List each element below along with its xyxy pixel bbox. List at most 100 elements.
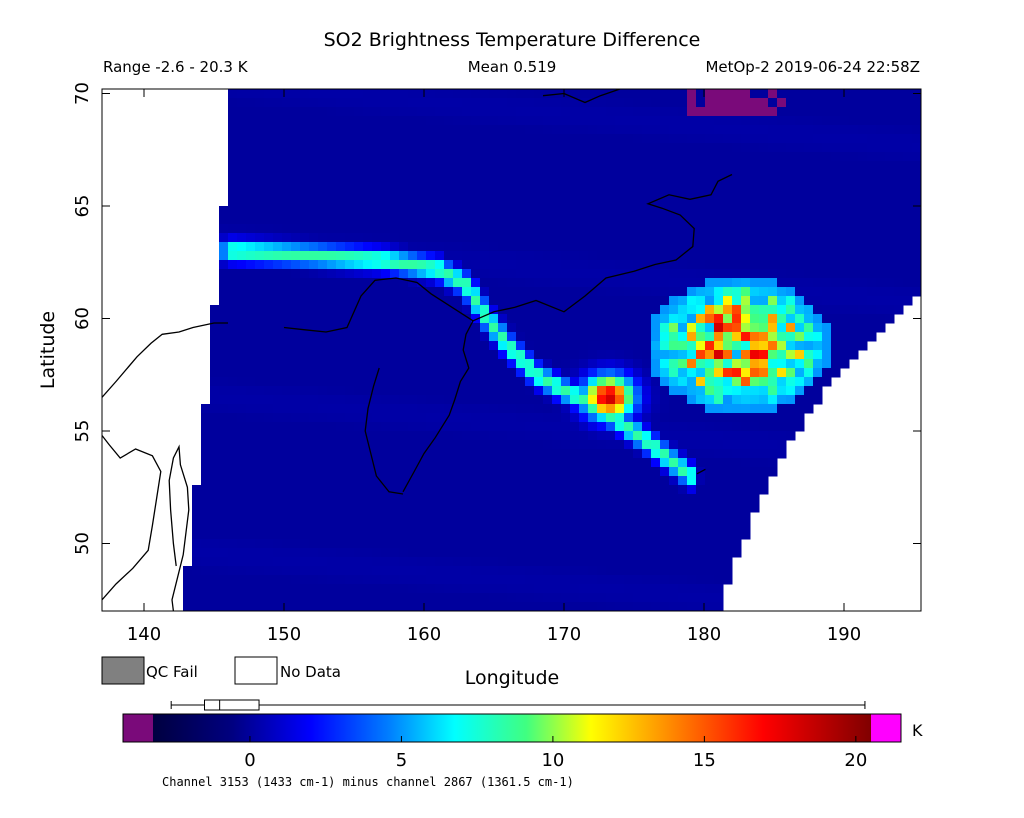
heatmap-cell — [894, 242, 904, 252]
heatmap-cell — [336, 404, 346, 414]
heatmap-cell — [642, 413, 652, 423]
heatmap-cell — [804, 350, 814, 360]
heatmap-cell — [741, 440, 751, 450]
heatmap-cell — [390, 323, 400, 333]
heatmap-cell — [354, 242, 364, 252]
heatmap-cell — [723, 476, 733, 486]
heatmap-cell — [651, 143, 661, 153]
heatmap-cell — [264, 260, 274, 270]
heatmap-cell — [903, 89, 913, 99]
heatmap-cell — [417, 125, 427, 135]
heatmap-cell — [687, 512, 697, 522]
heatmap-cell — [786, 413, 796, 423]
heatmap-cell — [840, 242, 850, 252]
heatmap-cell — [660, 377, 670, 387]
heatmap-cell — [786, 368, 796, 378]
heatmap-cell — [570, 152, 580, 162]
heatmap-cell — [822, 287, 832, 297]
heatmap-cell — [741, 287, 751, 297]
heatmap-cell — [201, 494, 211, 504]
heatmap-cell — [642, 323, 652, 333]
heatmap-cell — [831, 143, 841, 153]
heatmap-cell — [705, 359, 715, 369]
heatmap-cell — [705, 557, 715, 567]
heatmap-cell — [651, 107, 661, 117]
heatmap-cell — [867, 116, 877, 126]
heatmap-cell — [642, 449, 652, 459]
heatmap-cell — [831, 278, 841, 288]
heatmap-cell — [354, 188, 364, 198]
heatmap-cell — [525, 107, 535, 117]
heatmap-cell — [345, 458, 355, 468]
heatmap-cell — [660, 323, 670, 333]
heatmap-cell — [480, 89, 490, 99]
heatmap-cell — [435, 179, 445, 189]
heatmap-cell — [885, 287, 895, 297]
heatmap-cell — [714, 332, 724, 342]
heatmap-cell — [345, 134, 355, 144]
heatmap-cell — [696, 485, 706, 495]
heatmap-cell — [642, 602, 652, 611]
heatmap-cell — [642, 422, 652, 432]
heatmap-cell — [543, 152, 553, 162]
heatmap-cell — [597, 521, 607, 531]
heatmap-cell — [219, 224, 229, 234]
heatmap-cell — [516, 143, 526, 153]
heatmap-cell — [354, 125, 364, 135]
heatmap-cell — [237, 179, 247, 189]
heatmap-cell — [642, 233, 652, 243]
heatmap-cell — [687, 422, 697, 432]
heatmap-cell — [669, 449, 679, 459]
heatmap-cell — [543, 143, 553, 153]
heatmap-cell — [633, 233, 643, 243]
heatmap-cell — [381, 503, 391, 513]
heatmap-cell — [795, 422, 805, 432]
heatmap-cell — [777, 422, 787, 432]
heatmap-cell — [210, 332, 220, 342]
heatmap-cell — [435, 215, 445, 225]
heatmap-cell — [435, 431, 445, 441]
heatmap-cell — [399, 188, 409, 198]
heatmap-cell — [237, 350, 247, 360]
heatmap-cell — [849, 233, 859, 243]
heatmap-cell — [660, 116, 670, 126]
heatmap-cell — [651, 98, 661, 108]
heatmap-cell — [444, 251, 454, 261]
heatmap-cell — [858, 143, 868, 153]
heatmap-cell — [633, 386, 643, 396]
heatmap-cell — [372, 485, 382, 495]
heatmap-cell — [480, 323, 490, 333]
y-tick-label: 50 — [72, 532, 93, 555]
heatmap-cell — [660, 584, 670, 594]
heatmap-cell — [786, 125, 796, 135]
heatmap-cell — [237, 521, 247, 531]
heatmap-cell — [471, 449, 481, 459]
heatmap-cell — [714, 350, 724, 360]
coastline-segment — [472, 173, 733, 322]
heatmap-cell — [516, 584, 526, 594]
heatmap-cell — [741, 521, 751, 531]
heatmap-cell — [219, 512, 229, 522]
heatmap-cell — [660, 548, 670, 558]
heatmap-cell — [750, 206, 760, 216]
heatmap-cell — [390, 386, 400, 396]
heatmap-cell — [759, 467, 769, 477]
heatmap-cell — [840, 260, 850, 270]
heatmap-cell — [210, 458, 220, 468]
heatmap-cell — [201, 458, 211, 468]
heatmap-cell — [498, 368, 508, 378]
heatmap-cell — [822, 305, 832, 315]
heatmap-cell — [300, 395, 310, 405]
heatmap-cell — [741, 233, 751, 243]
heatmap-cell — [642, 512, 652, 522]
heatmap-cell — [444, 413, 454, 423]
heatmap-cell — [498, 512, 508, 522]
heatmap-cell — [219, 260, 229, 270]
heatmap-cell — [912, 206, 921, 216]
heatmap-cell — [669, 134, 679, 144]
heatmap-cell — [705, 296, 715, 306]
heatmap-cell — [444, 314, 454, 324]
heatmap-cell — [750, 107, 760, 117]
heatmap-cell — [660, 134, 670, 144]
heatmap-cell — [768, 251, 778, 261]
